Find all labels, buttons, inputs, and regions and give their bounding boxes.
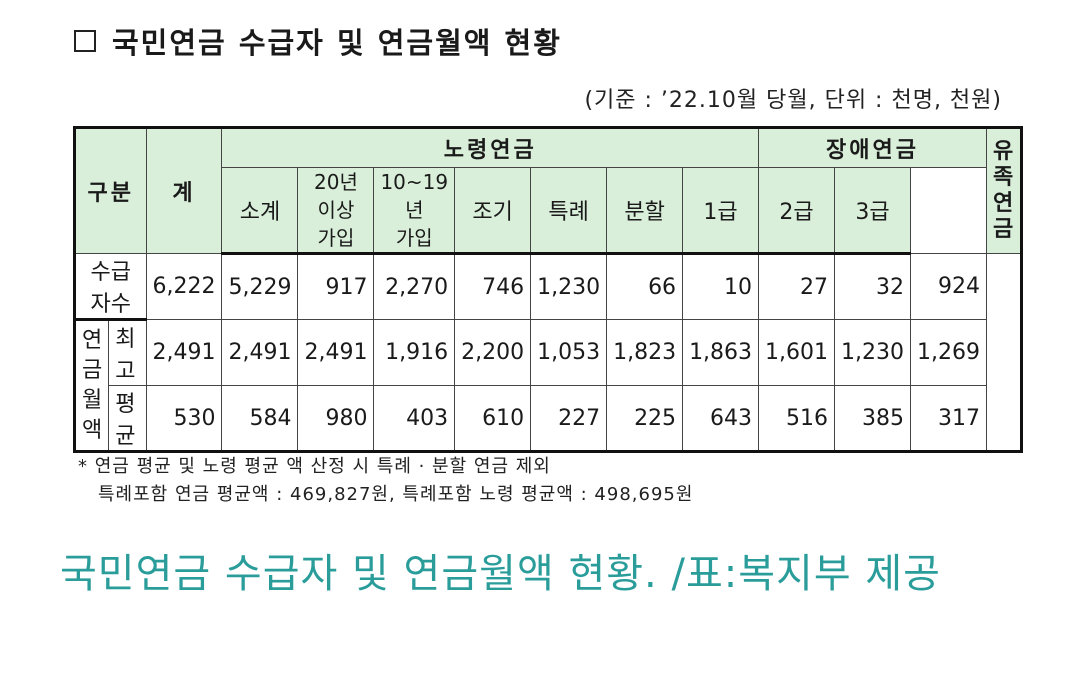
document-title-text: 국민연금 수급자 및 연금월액 현황 xyxy=(112,26,562,60)
header-over20-line1: 20년 이상 xyxy=(314,170,358,222)
header-category: 구분 xyxy=(74,127,147,254)
cell: 924 xyxy=(910,253,987,320)
header-row-1: 구분 계 노령연금 장애연금 유족 연금 xyxy=(74,127,1023,254)
header-split: 분할 xyxy=(606,167,684,255)
header-10-19: 10~19년 가입 xyxy=(373,167,456,255)
cell: 385 xyxy=(834,385,912,452)
cell: 1,230 xyxy=(834,319,912,386)
cell: 643 xyxy=(682,385,760,452)
header-10-19-line2: 가입 xyxy=(395,226,433,250)
cell: 2,270 xyxy=(373,253,456,320)
cell: 27 xyxy=(758,253,836,320)
cell: 1,230 xyxy=(530,253,608,320)
table-row-avg: 평균 530 584 980 403 610 227 225 643 516 3… xyxy=(75,385,1022,452)
cell: 66 xyxy=(606,253,684,320)
cell: 2,200 xyxy=(454,319,532,386)
header-10-19-line1: 10~19년 xyxy=(380,170,449,222)
cell: 32 xyxy=(834,253,912,320)
header-grade3: 3급 xyxy=(834,167,912,255)
header-total: 계 xyxy=(145,127,223,254)
cell: 516 xyxy=(758,385,836,452)
cell: 6,222 xyxy=(145,253,223,320)
footnote-line-1: * 연금 평균 및 노령 평균 액 산정 시 특례 · 분할 연금 제외 xyxy=(78,456,551,477)
table-basis-note: (기준 : ’22.10월 당월, 단위 : 천명, 천원) xyxy=(584,88,1002,113)
cell: 584 xyxy=(221,385,299,452)
cell: 610 xyxy=(454,385,532,452)
table-row-recipients: 수급자수 6,222 5,229 917 2,270 746 1,230 66 … xyxy=(74,253,1022,321)
cell: 1,053 xyxy=(530,319,608,386)
header-early: 조기 xyxy=(454,167,532,255)
header-special: 특례 xyxy=(530,167,608,255)
cell: 2,491 xyxy=(145,319,223,386)
header-grade2: 2급 xyxy=(758,167,836,255)
cell: 1,269 xyxy=(910,319,987,386)
cell: 2,491 xyxy=(297,319,375,386)
row-label-recipients: 수급자수 xyxy=(74,253,147,321)
row-group-pension-monthly: 연금 월액 xyxy=(73,319,110,452)
header-subtotal: 소계 xyxy=(221,167,299,255)
row-label-avg: 평균 xyxy=(108,385,147,452)
cell: 530 xyxy=(145,385,223,452)
cell: 317 xyxy=(910,385,987,452)
cell: 980 xyxy=(297,385,375,452)
header-grade1: 1급 xyxy=(682,167,760,255)
header-survivor-pension: 유족 연금 xyxy=(985,127,1023,254)
header-disability-pension: 장애연금 xyxy=(758,127,987,168)
cell: 1,823 xyxy=(606,319,684,386)
cell: 1,863 xyxy=(682,319,760,386)
header-old-age-pension: 노령연금 xyxy=(221,127,760,168)
document-title: 국민연금 수급자 및 연금월액 현황 xyxy=(74,20,562,62)
cell: 1,916 xyxy=(373,319,456,386)
cell: 403 xyxy=(373,385,456,452)
cell: 746 xyxy=(454,253,532,320)
row-group-line1: 연금 xyxy=(82,327,103,383)
cell: 227 xyxy=(530,385,608,452)
cell: 5,229 xyxy=(221,253,299,320)
footnote-line-2: 특례포함 연금 평균액 : 469,827원, 특례포함 노령 평균액 : 49… xyxy=(98,484,694,505)
header-over20: 20년 이상 가입 xyxy=(297,167,375,255)
cell: 225 xyxy=(606,385,684,452)
image-caption: 국민연금 수급자 및 연금월액 현황. /표:복지부 제공 xyxy=(60,551,941,597)
header-over20-line2: 가입 xyxy=(317,226,355,250)
cell: 10 xyxy=(682,253,760,320)
table-row-max: 연금 월액 최고 2,491 2,491 2,491 1,916 2,200 1… xyxy=(73,319,1022,452)
cell: 917 xyxy=(297,253,375,320)
row-group-line2: 월액 xyxy=(82,387,103,443)
cell: 1,601 xyxy=(758,319,836,386)
pension-stats-table: 구분 계 노령연금 장애연금 유족 연금 소계 20년 이상 가입 10~19년… xyxy=(73,126,1024,453)
row-label-max: 최고 xyxy=(108,319,147,386)
checkbox-square-icon xyxy=(74,30,96,52)
header-row-2: 소계 20년 이상 가입 10~19년 가입 조기 특례 분할 1급 2급 3급 xyxy=(75,167,1022,255)
cell: 2,491 xyxy=(221,319,299,386)
footnotes: * 연금 평균 및 노령 평균 액 산정 시 특례 · 분할 연금 제외 특례포… xyxy=(78,453,693,509)
